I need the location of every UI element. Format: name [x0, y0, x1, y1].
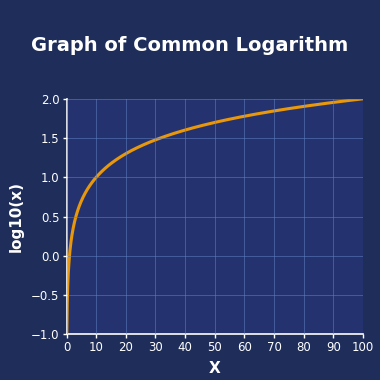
X-axis label: X: X: [209, 361, 220, 376]
Y-axis label: log10(x): log10(x): [9, 181, 24, 252]
Text: Graph of Common Logarithm: Graph of Common Logarithm: [32, 36, 348, 55]
